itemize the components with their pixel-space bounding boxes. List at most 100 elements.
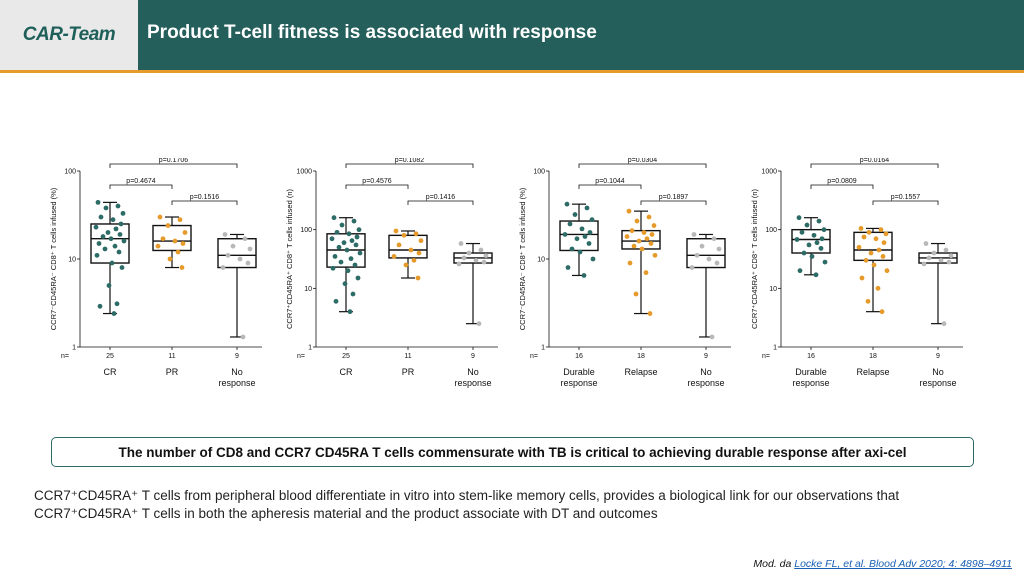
data-point xyxy=(119,265,125,270)
data-point xyxy=(816,218,822,224)
logo-text: CAR-Team xyxy=(22,24,116,45)
data-point xyxy=(633,291,639,297)
p-value-label: p=0.0164 xyxy=(860,158,889,164)
data-point xyxy=(411,257,417,263)
group-label: CR xyxy=(340,367,353,377)
data-point xyxy=(115,203,121,209)
n-count: 18 xyxy=(869,353,877,360)
data-point xyxy=(222,232,228,237)
n-count: 16 xyxy=(575,353,583,360)
data-point xyxy=(649,232,655,237)
y-axis-label: CCR7⁻CD45RA⁻ CD8⁺ T cells infused (%) xyxy=(518,187,527,330)
chart-2: CCR7⁺CD45RA⁺ CD8⁺ T cells infused (n) 1 10… xyxy=(285,158,498,388)
data-point xyxy=(120,210,126,216)
data-point xyxy=(884,268,890,274)
data-point xyxy=(859,275,865,281)
data-point xyxy=(466,250,472,256)
data-point xyxy=(699,243,705,249)
n-count: 25 xyxy=(106,353,114,360)
data-point xyxy=(652,252,658,258)
data-point xyxy=(476,321,482,327)
data-point xyxy=(157,214,163,220)
n-label: n= xyxy=(297,353,305,360)
n-count: 9 xyxy=(704,353,708,360)
y-tick-label: 10 xyxy=(537,257,545,264)
data-point xyxy=(338,259,344,265)
data-point xyxy=(416,250,422,256)
p-value-bracket xyxy=(810,184,874,189)
data-point xyxy=(172,238,178,244)
box xyxy=(388,234,428,259)
data-point xyxy=(391,254,397,259)
group-label: No xyxy=(700,367,712,377)
data-point xyxy=(948,253,954,259)
data-point xyxy=(577,249,583,255)
data-point xyxy=(879,309,885,315)
p-value-bracket xyxy=(109,163,238,168)
data-point xyxy=(180,241,186,246)
data-point xyxy=(334,229,340,235)
data-point xyxy=(581,273,587,278)
data-point xyxy=(931,250,937,256)
group-label: CR xyxy=(104,367,117,377)
data-point xyxy=(691,232,697,237)
data-point xyxy=(709,334,715,340)
y-axis-label: CCR7⁺CD45RA⁺ CD8⁺ T cells infused (n) xyxy=(285,189,294,329)
data-point xyxy=(562,232,568,237)
data-point xyxy=(873,236,879,242)
data-point xyxy=(341,240,347,246)
group-label: response xyxy=(792,378,829,388)
y-tick-label: 1 xyxy=(773,345,777,352)
data-point xyxy=(347,309,353,315)
data-point xyxy=(590,256,596,262)
data-point xyxy=(179,265,185,270)
data-point xyxy=(167,256,173,262)
citation-link[interactable]: Locke FL, et al. Blood Adv 2020; 4: 4898… xyxy=(794,558,1012,570)
data-point xyxy=(332,254,338,259)
data-point xyxy=(354,234,360,240)
data-point xyxy=(694,252,700,258)
data-point xyxy=(333,298,339,304)
data-point xyxy=(856,244,862,250)
data-point xyxy=(155,243,161,249)
data-point xyxy=(353,242,359,248)
n-count: 9 xyxy=(936,353,940,360)
data-point xyxy=(247,246,253,252)
data-point xyxy=(586,241,592,246)
n-count: 9 xyxy=(471,353,475,360)
data-point xyxy=(117,232,123,237)
data-point xyxy=(821,227,827,233)
data-point xyxy=(639,246,645,252)
data-point xyxy=(813,272,819,278)
data-point xyxy=(100,234,106,239)
data-point xyxy=(473,257,479,263)
data-point xyxy=(240,334,246,340)
box xyxy=(853,231,893,262)
body-text: CCR7⁺CD45RA⁺ T cells from peripheral blo… xyxy=(34,488,900,521)
page-title: Product T-cell fitness is associated wit… xyxy=(147,22,597,43)
data-point xyxy=(116,249,122,255)
data-point xyxy=(883,231,889,237)
data-point xyxy=(118,221,124,227)
data-point xyxy=(165,223,171,228)
data-point xyxy=(822,259,828,265)
data-point xyxy=(355,275,361,281)
data-point xyxy=(481,259,487,265)
box xyxy=(686,238,726,269)
p-value-label: p=0.1706 xyxy=(159,158,188,164)
data-point xyxy=(331,215,337,221)
data-point xyxy=(403,262,409,268)
data-point xyxy=(584,205,590,211)
data-point xyxy=(797,268,803,274)
p-value-bracket xyxy=(109,184,173,189)
data-point xyxy=(418,238,424,244)
y-tick-label: 1 xyxy=(72,345,76,352)
p-value-label: p=0.1557 xyxy=(891,194,920,201)
data-point xyxy=(819,236,825,242)
key-message-banner: The number of CD8 and CCR7 CD45RA T cell… xyxy=(51,437,974,467)
y-tick-label: 10 xyxy=(304,286,312,293)
p-value-bracket xyxy=(578,184,642,189)
data-point xyxy=(946,259,952,265)
data-point xyxy=(926,255,932,261)
data-point xyxy=(102,246,108,252)
